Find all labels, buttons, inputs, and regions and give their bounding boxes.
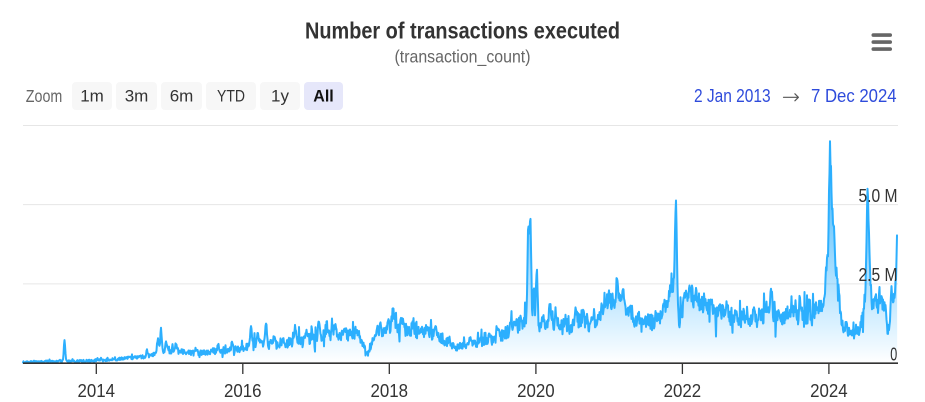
svg-text:Number of transactions execute: Number of transactions executed [305, 18, 620, 44]
svg-text:2024: 2024 [810, 380, 848, 401]
svg-text:1y: 1y [271, 87, 289, 106]
svg-text:All: All [313, 87, 334, 106]
svg-text:2.5 M: 2.5 M [859, 265, 898, 285]
svg-text:2016: 2016 [224, 380, 262, 401]
svg-text:2018: 2018 [371, 380, 409, 401]
svg-text:5.0 M: 5.0 M [859, 186, 898, 206]
svg-text:2020: 2020 [517, 380, 555, 401]
svg-text:(transaction_count): (transaction_count) [395, 47, 531, 68]
svg-text:0: 0 [890, 344, 897, 364]
svg-text:3m: 3m [125, 87, 149, 106]
svg-text:1m: 1m [80, 87, 104, 106]
svg-text:7 Dec 2024: 7 Dec 2024 [811, 86, 897, 106]
svg-text:YTD: YTD [217, 87, 245, 106]
svg-text:2022: 2022 [664, 380, 702, 401]
svg-text:Zoom: Zoom [26, 86, 63, 106]
svg-text:2 Jan 2013: 2 Jan 2013 [694, 86, 771, 106]
svg-text:6m: 6m [170, 87, 194, 106]
svg-text:2014: 2014 [78, 380, 116, 401]
